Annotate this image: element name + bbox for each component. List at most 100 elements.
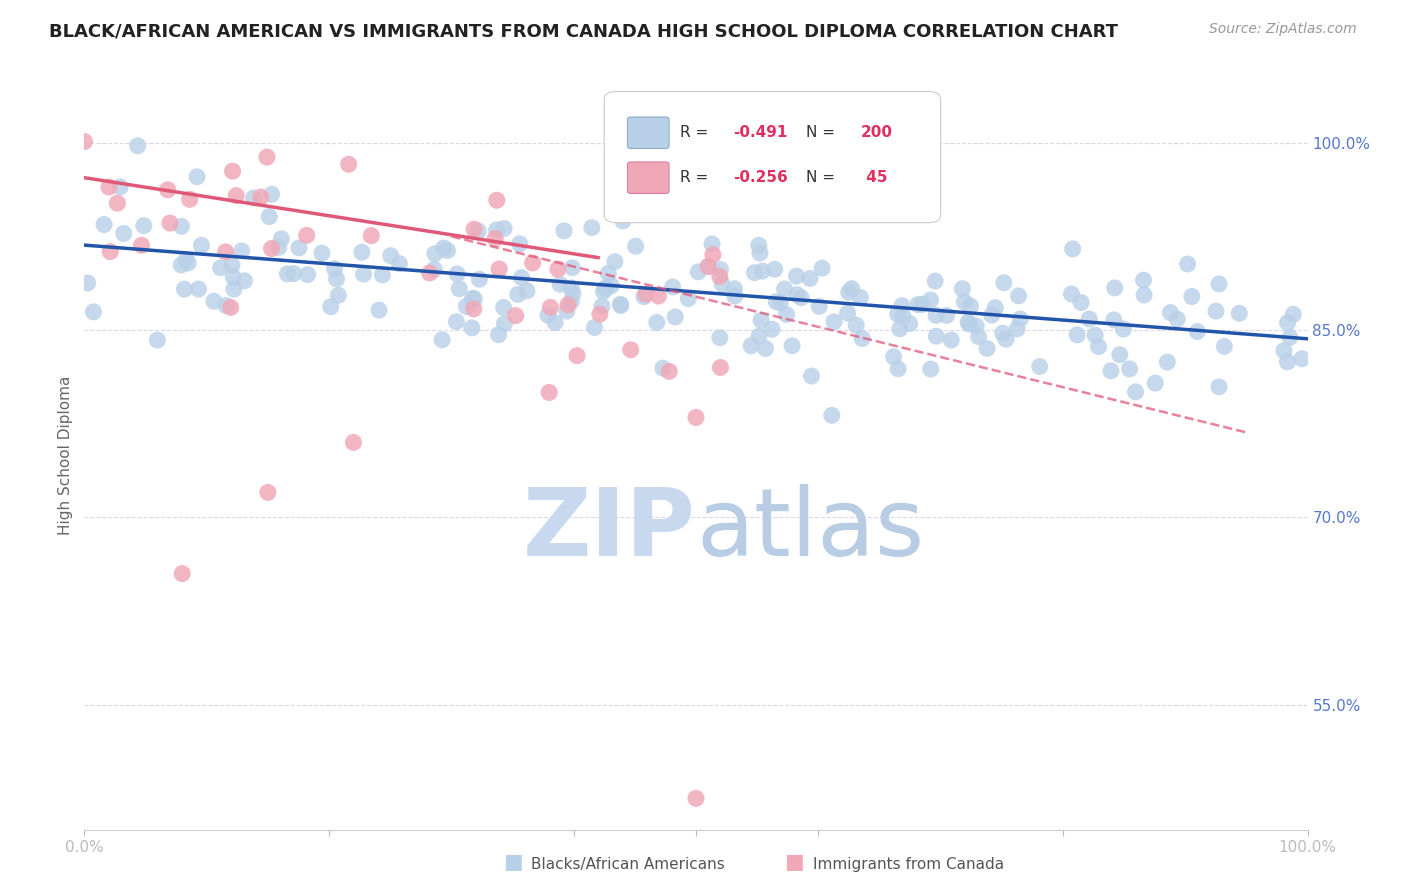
Point xyxy=(544,316,567,330)
Point xyxy=(146,333,169,347)
Point xyxy=(1156,355,1178,369)
Point xyxy=(1078,312,1101,326)
Point xyxy=(886,307,908,321)
Point xyxy=(709,262,731,277)
Point xyxy=(423,246,446,260)
Point xyxy=(257,485,280,500)
Point xyxy=(276,267,298,281)
Point xyxy=(583,320,606,334)
Point xyxy=(537,308,560,322)
Point xyxy=(433,241,456,255)
Point xyxy=(1028,359,1050,374)
Point xyxy=(463,222,485,236)
Point xyxy=(132,219,155,233)
Point xyxy=(209,260,232,275)
Text: BLACK/AFRICAN AMERICAN VS IMMIGRANTS FROM CANADA HIGH SCHOOL DIPLOMA CORRELATION: BLACK/AFRICAN AMERICAN VS IMMIGRANTS FRO… xyxy=(49,22,1118,40)
Point xyxy=(907,297,929,311)
Point xyxy=(260,242,283,256)
Point xyxy=(295,228,318,243)
Point xyxy=(709,331,731,345)
Point xyxy=(260,187,283,202)
Point xyxy=(371,268,394,282)
Point xyxy=(598,266,620,280)
Point xyxy=(510,270,533,285)
Point xyxy=(311,246,333,260)
Point xyxy=(1010,312,1032,326)
Point xyxy=(170,258,193,272)
Point xyxy=(995,332,1018,346)
Point xyxy=(678,292,700,306)
Text: -0.256: -0.256 xyxy=(733,170,787,186)
Point xyxy=(1060,287,1083,301)
Point xyxy=(883,350,905,364)
Point xyxy=(159,216,181,230)
Text: R =: R = xyxy=(681,170,713,186)
Point xyxy=(1112,322,1135,336)
Point xyxy=(821,409,844,423)
Point xyxy=(889,322,911,336)
Point xyxy=(360,228,382,243)
Point xyxy=(1108,348,1130,362)
Point xyxy=(1278,330,1301,344)
Point xyxy=(368,303,391,318)
Point xyxy=(190,238,212,252)
Text: N =: N = xyxy=(806,170,835,186)
Point xyxy=(560,281,582,295)
Point xyxy=(1181,289,1204,303)
Point xyxy=(1272,343,1295,358)
Point xyxy=(740,339,762,353)
Point xyxy=(887,361,910,376)
Point xyxy=(911,297,934,311)
Point xyxy=(592,285,614,299)
Point xyxy=(488,327,510,342)
Point xyxy=(1144,376,1167,390)
Point xyxy=(509,236,531,251)
Point xyxy=(651,361,673,376)
Point xyxy=(446,315,468,329)
Point xyxy=(581,220,603,235)
Point xyxy=(98,180,121,194)
Point xyxy=(492,301,515,315)
Point xyxy=(76,276,98,290)
Point xyxy=(697,260,720,274)
Point xyxy=(976,342,998,356)
Point xyxy=(920,293,942,307)
Point xyxy=(658,364,681,378)
Point xyxy=(380,249,402,263)
Point xyxy=(170,219,193,234)
Point xyxy=(924,274,946,288)
Point xyxy=(353,267,375,281)
Point xyxy=(267,240,290,254)
Point xyxy=(1007,289,1029,303)
Point xyxy=(242,191,264,205)
Point xyxy=(323,261,346,276)
Point xyxy=(984,301,1007,315)
Point xyxy=(780,339,803,353)
Point xyxy=(1087,340,1109,354)
Point xyxy=(337,157,360,171)
Point xyxy=(761,322,783,336)
Point xyxy=(1104,281,1126,295)
FancyBboxPatch shape xyxy=(605,92,941,223)
Text: Source: ZipAtlas.com: Source: ZipAtlas.com xyxy=(1209,22,1357,37)
Point xyxy=(222,282,245,296)
Point xyxy=(485,193,508,207)
Point xyxy=(957,315,980,329)
Point xyxy=(98,244,121,259)
Point xyxy=(811,261,834,276)
Point xyxy=(724,289,747,303)
Text: 45: 45 xyxy=(860,170,887,186)
Point xyxy=(1070,295,1092,310)
Point xyxy=(1133,288,1156,302)
Point xyxy=(93,218,115,232)
Point xyxy=(709,360,731,375)
Point xyxy=(82,305,104,319)
Point xyxy=(172,566,194,581)
Point xyxy=(467,224,489,238)
Point xyxy=(557,298,579,312)
Point xyxy=(561,286,583,301)
Point xyxy=(1205,304,1227,318)
Point xyxy=(156,183,179,197)
Point xyxy=(1005,322,1028,336)
Point xyxy=(749,313,772,327)
